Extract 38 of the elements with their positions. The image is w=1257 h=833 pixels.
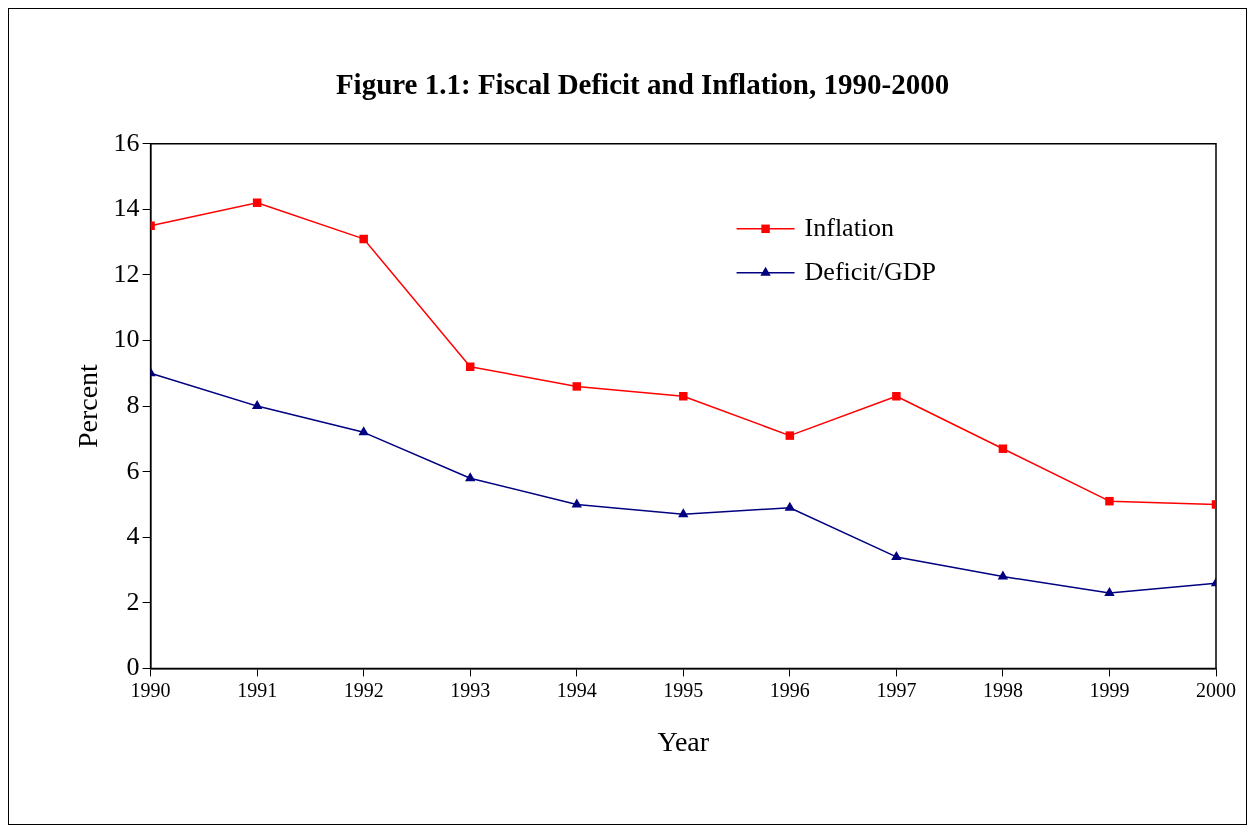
point	[998, 444, 1008, 453]
point	[1105, 496, 1114, 506]
x-axis-title: Year	[657, 725, 710, 757]
y-tick-label: 6	[126, 455, 140, 485]
x-tick-label: 1998	[982, 678, 1023, 701]
y-tick-label: 2	[126, 586, 140, 616]
x-tick-label: 1993	[450, 678, 491, 701]
point	[251, 400, 263, 410]
legend-label: Deficit/GDP	[804, 256, 936, 286]
point	[572, 382, 581, 391]
point	[358, 426, 369, 436]
point	[678, 508, 689, 518]
point	[359, 234, 368, 244]
y-tick-label: 14	[113, 193, 140, 223]
x-tick-label: 1991	[237, 678, 278, 701]
point	[891, 550, 902, 560]
x-tick-label: 1995	[663, 678, 704, 701]
point	[679, 392, 688, 401]
point	[785, 431, 795, 440]
point	[1104, 586, 1115, 596]
y-tick-label: 12	[113, 258, 140, 288]
x-tick-label: 2000	[1196, 678, 1236, 701]
legend-label: Inflation	[804, 212, 895, 242]
x-tick-label: 1994	[556, 678, 597, 701]
point	[784, 501, 796, 511]
y-tick-label: 10	[113, 324, 140, 354]
y-axis-title: Percent	[72, 363, 104, 449]
point	[892, 392, 901, 401]
y-tick-label: 16	[113, 127, 140, 157]
y-tick-label: 4	[126, 521, 140, 551]
x-tick-label: 1992	[343, 678, 384, 701]
x-tick-label: 1999	[1089, 678, 1130, 701]
chart-title: Figure 1.1: Fiscal Deficit and Inflation, 1990-2000	[335, 67, 950, 100]
point	[997, 570, 1009, 580]
point	[465, 472, 476, 482]
y-tick-label: 8	[126, 389, 140, 419]
x-tick-label: 1997	[876, 678, 917, 701]
x-tick-label: 1996	[769, 678, 810, 701]
